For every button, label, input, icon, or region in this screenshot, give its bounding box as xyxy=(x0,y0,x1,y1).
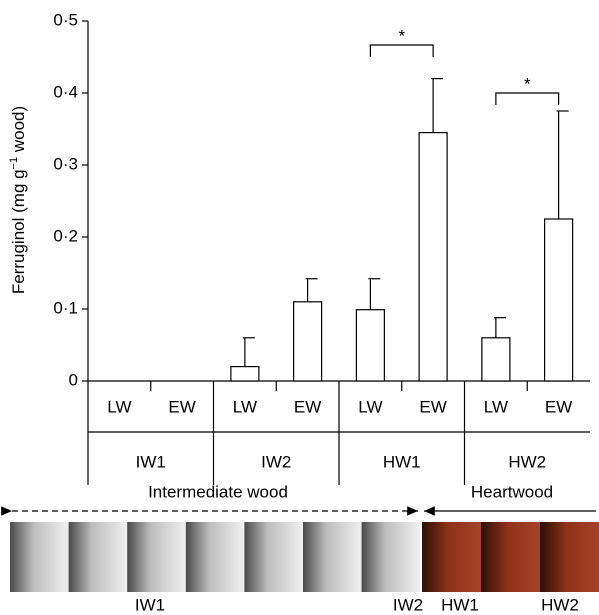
sample-label: HW2 xyxy=(541,595,579,614)
error-bar xyxy=(493,317,506,338)
sapwood-block xyxy=(303,522,362,592)
bar xyxy=(481,337,511,382)
error-bar xyxy=(368,278,381,310)
wood-diagram: Intermediate wood Heartwood IW1 IW2 HW1 … xyxy=(1,482,599,614)
sapwood-block xyxy=(244,522,303,592)
bar xyxy=(230,366,260,382)
x-tick-label: EW xyxy=(168,397,195,416)
significance-label: * xyxy=(398,26,405,45)
y-axis-label: Ferruginol (mg g−1 wood) xyxy=(8,106,29,294)
sample-label: IW1 xyxy=(135,595,165,614)
x-tick-label: EW xyxy=(545,397,572,416)
heartwood-block xyxy=(422,522,481,592)
bar xyxy=(293,301,323,382)
error-bar xyxy=(431,77,444,133)
sapwood-block xyxy=(10,522,69,592)
significance-bracket xyxy=(495,92,560,105)
bar xyxy=(355,309,385,382)
group-label: HW2 xyxy=(508,452,546,471)
x-tick-label: EW xyxy=(294,397,321,416)
bar xyxy=(544,218,574,382)
sample-label: IW2 xyxy=(393,595,423,614)
x-tick-label: EW xyxy=(419,397,446,416)
sapwood-block xyxy=(185,522,245,592)
group-label: HW1 xyxy=(383,452,421,471)
error-bar xyxy=(556,110,569,219)
y-tick-label: 0·2 xyxy=(53,226,78,245)
significance-label: * xyxy=(524,74,531,93)
x-tick-label: LW xyxy=(107,397,131,416)
sapwood-block xyxy=(68,522,128,592)
heartwood-label: Heartwood xyxy=(471,482,553,501)
heartwood-block xyxy=(540,522,599,592)
bar xyxy=(418,132,448,382)
intermediate-label: Intermediate wood xyxy=(148,482,288,501)
error-bar xyxy=(305,278,318,302)
group-label: IW1 xyxy=(136,452,166,471)
error-bar xyxy=(242,337,255,367)
y-tick-label: 0·4 xyxy=(53,82,78,101)
y-tick-label: 0·1 xyxy=(53,298,78,317)
significance-bracket xyxy=(369,44,434,57)
y-tick-label: 0·5 xyxy=(53,10,78,29)
x-tick-label: LW xyxy=(484,397,508,416)
group-label: IW2 xyxy=(261,452,291,471)
y-tick-label: 0·3 xyxy=(53,154,78,173)
x-tick-label: LW xyxy=(233,397,257,416)
y-tick-label: 0 xyxy=(69,370,78,389)
sample-label: HW1 xyxy=(441,595,479,614)
sapwood-block xyxy=(361,522,421,592)
sapwood-block xyxy=(127,522,186,592)
x-tick-label: LW xyxy=(358,397,382,416)
heartwood-block xyxy=(481,522,540,592)
